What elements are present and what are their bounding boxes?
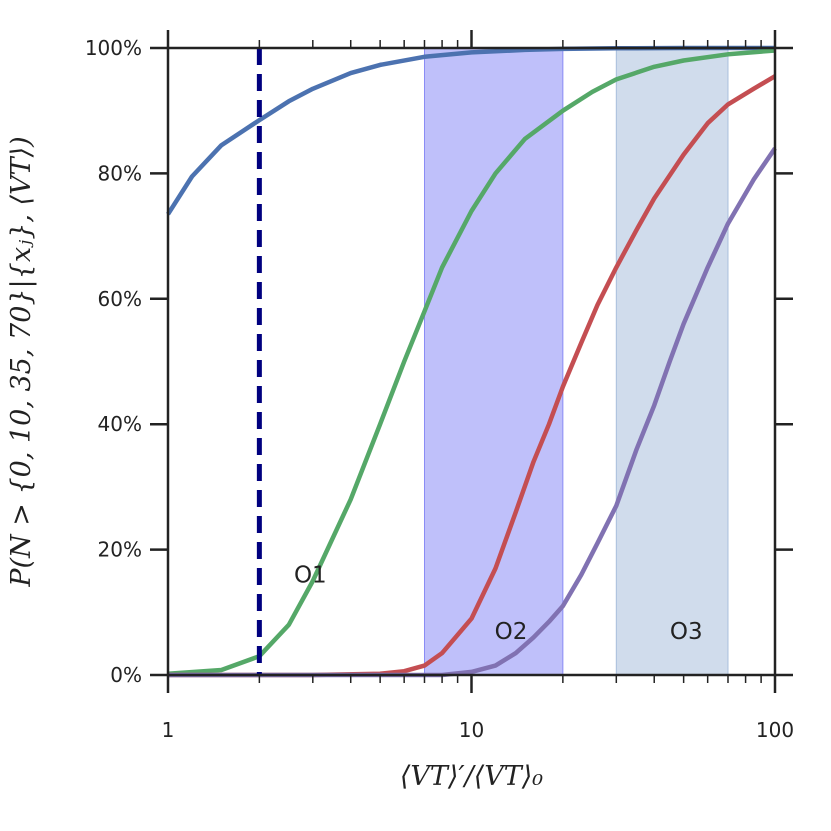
annotations: O2 O3 O1 bbox=[294, 563, 703, 645]
x-tick-label: 100 bbox=[756, 718, 794, 742]
series-lines bbox=[166, 45, 777, 678]
band-label-o2: O2 bbox=[495, 619, 528, 645]
series-line-3 bbox=[168, 74, 777, 678]
y-tick-label: 20% bbox=[98, 538, 142, 562]
shaded-bands bbox=[423, 47, 729, 676]
y-tick-label: 80% bbox=[98, 161, 142, 185]
series-line-2 bbox=[167, 48, 776, 676]
band-o3 bbox=[615, 47, 729, 676]
annotation-o1: O1 bbox=[294, 563, 327, 589]
series-line-4 bbox=[168, 147, 777, 678]
x-axis-label: ⟨VT⟩′/⟨VT⟩₀ bbox=[400, 761, 543, 792]
x-tick-label: 10 bbox=[459, 718, 484, 742]
tick-labels: 1 10 100 0% 20% 40% 60% 80% 100% bbox=[85, 36, 794, 742]
y-tick-label: 100% bbox=[85, 36, 142, 60]
band-label-o3: O3 bbox=[670, 619, 703, 645]
axis-ticks bbox=[150, 30, 793, 693]
y-axis-label: P(N > {0, 10, 35, 70}|{xⱼ}, ⟨VT⟩) bbox=[6, 136, 37, 587]
band-o2 bbox=[423, 47, 564, 676]
y-tick-label: 0% bbox=[110, 663, 142, 687]
x-tick-label: 1 bbox=[162, 718, 175, 742]
y-tick-label: 60% bbox=[98, 287, 142, 311]
y-tick-label: 40% bbox=[98, 412, 142, 436]
